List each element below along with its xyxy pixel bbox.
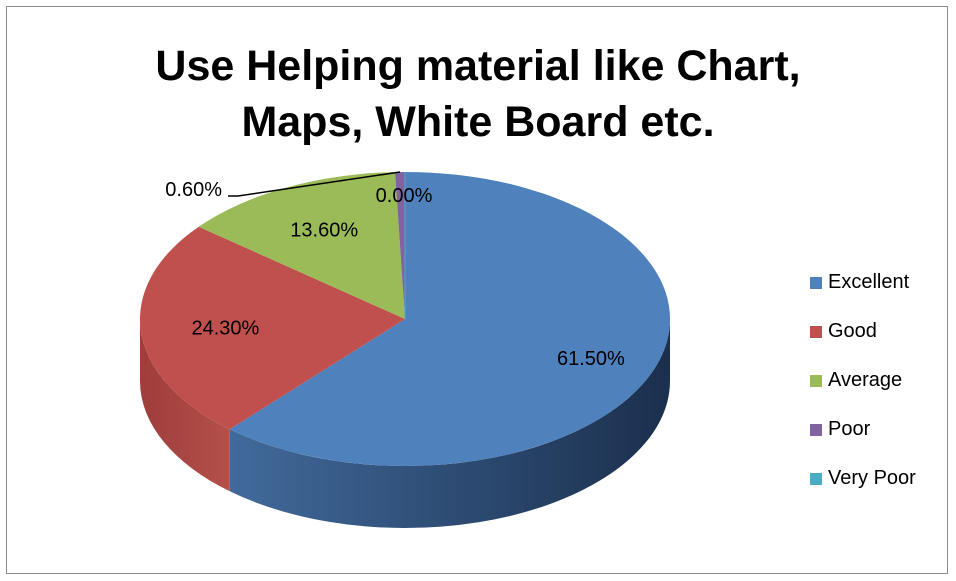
legend-swatch <box>810 325 822 338</box>
pie-slice-good <box>140 226 405 430</box>
legend-swatch <box>810 374 822 387</box>
chart-title-line-1: Use Helping material like Chart, <box>155 42 801 90</box>
legend-label: Poor <box>828 418 871 440</box>
data-label-average: 13.60% <box>290 220 358 242</box>
pie-slice-side-good <box>140 319 230 492</box>
legend-label: Very Poor <box>828 467 916 489</box>
legend-label: Average <box>828 369 903 391</box>
legend-item-excellent: Excellent <box>810 258 916 307</box>
chart-title: Use Helping material like Chart, Maps, W… <box>0 38 956 150</box>
legend: Excellent Good Average Poor Very Poor <box>810 258 916 503</box>
data-label-excellent: 61.50% <box>557 348 625 370</box>
data-label-very-poor: 0.00% <box>376 185 433 207</box>
legend-swatch <box>810 472 822 485</box>
legend-swatch <box>810 276 822 289</box>
data-label-good: 24.30% <box>191 318 259 340</box>
pie-slice-average <box>198 172 405 319</box>
pie-slice-poor <box>395 172 405 319</box>
pie-slice-side-excellent <box>229 319 670 529</box>
legend-item-very-poor: Very Poor <box>810 454 916 503</box>
leader-line-poor <box>228 171 401 197</box>
legend-item-good: Good <box>810 307 916 356</box>
legend-swatch <box>810 423 822 436</box>
data-label-poor: 0.60% <box>165 179 222 201</box>
legend-label: Excellent <box>828 271 910 293</box>
chart-title-line-2: Maps, White Board etc. <box>241 98 715 146</box>
legend-item-average: Average <box>810 356 916 405</box>
legend-label: Good <box>828 320 877 342</box>
pie-slice-excellent <box>229 172 671 467</box>
legend-item-poor: Poor <box>810 405 916 454</box>
